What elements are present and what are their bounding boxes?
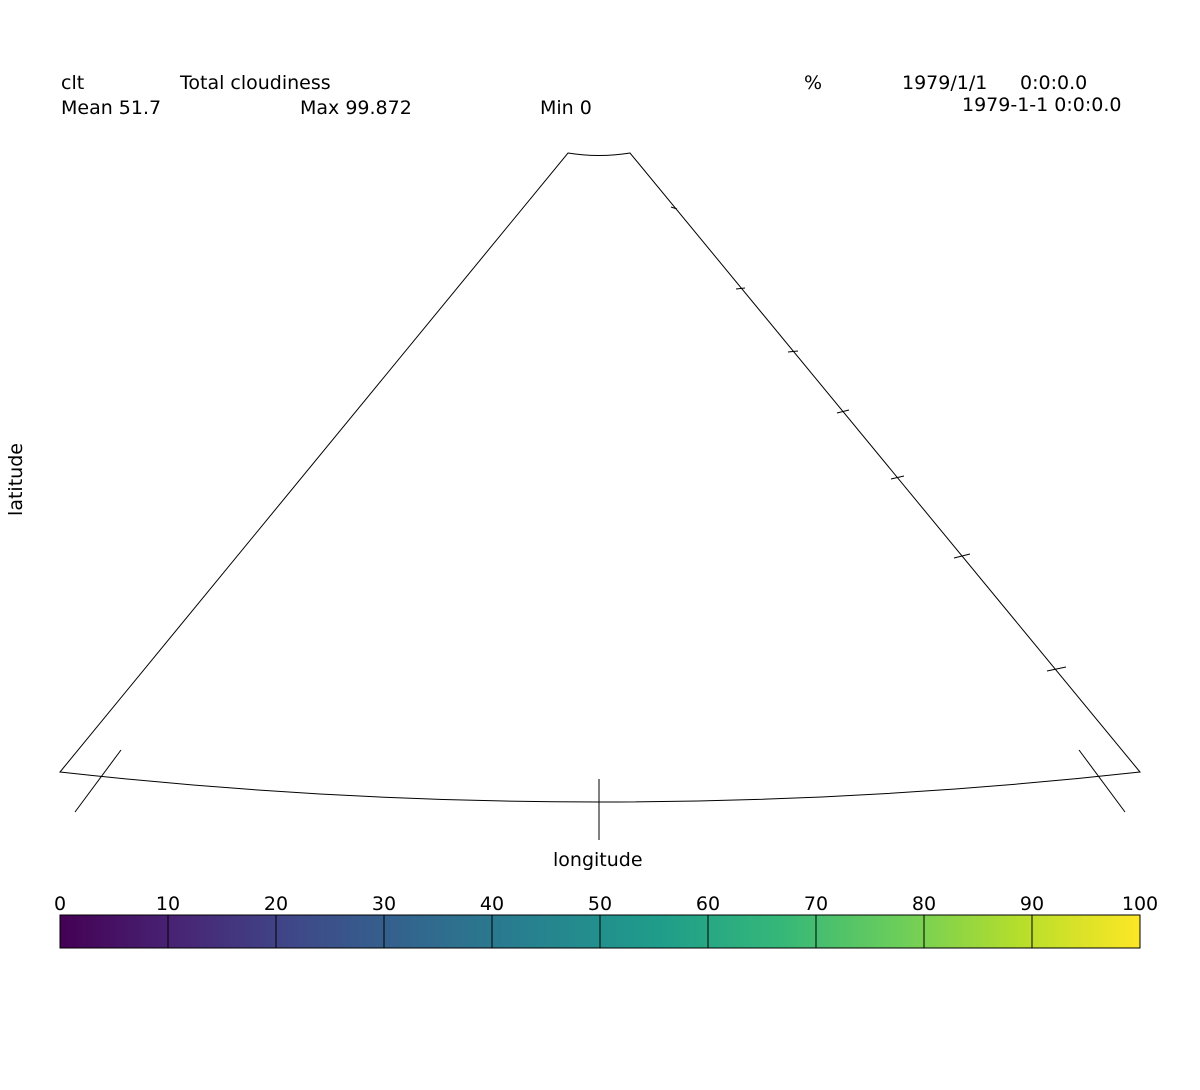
colorbar-tick-label: 40 xyxy=(480,893,504,915)
x-axis-label: longitude xyxy=(553,849,643,871)
min-label: Min 0 xyxy=(540,97,592,119)
timestamp-label: 1979-1-1 0:0:0.0 xyxy=(962,94,1122,116)
latitude-tick xyxy=(735,287,746,290)
corner-tick-left xyxy=(74,749,122,813)
variable-name: clt xyxy=(61,72,85,94)
variable-long-name: Total cloudiness xyxy=(180,72,331,94)
date-label: 1979/1/1 xyxy=(902,72,988,94)
latitude-tick xyxy=(1046,666,1067,672)
units-label: % xyxy=(804,72,823,94)
latitude-tick xyxy=(890,475,905,480)
latitude-tick xyxy=(787,350,799,353)
time-label: 0:0:0.0 xyxy=(1020,72,1088,94)
colorbar-tick-label: 50 xyxy=(588,893,612,915)
map-plot xyxy=(59,152,1141,840)
colorbar-tick-label: 20 xyxy=(264,893,288,915)
colorbar-tick-label: 90 xyxy=(1020,893,1044,915)
latitude-tick xyxy=(836,409,850,414)
colorbar-tick-label: 0 xyxy=(54,893,66,915)
map-boundary xyxy=(59,152,1141,803)
corner-tick-right xyxy=(1078,749,1126,813)
latitude-tick xyxy=(670,206,678,210)
colorbar-tick-label: 30 xyxy=(372,893,396,915)
colorbar-tick-label: 10 xyxy=(156,893,180,915)
colorbar-tick-label: 100 xyxy=(1122,893,1158,915)
max-label: Max 99.872 xyxy=(300,97,412,119)
colorbar-tick-label: 70 xyxy=(804,893,828,915)
latitude-tick xyxy=(953,553,971,559)
colorbar-tick-label: 80 xyxy=(912,893,936,915)
colorbar-tick-label: 60 xyxy=(696,893,720,915)
mean-label: Mean 51.7 xyxy=(61,97,162,119)
